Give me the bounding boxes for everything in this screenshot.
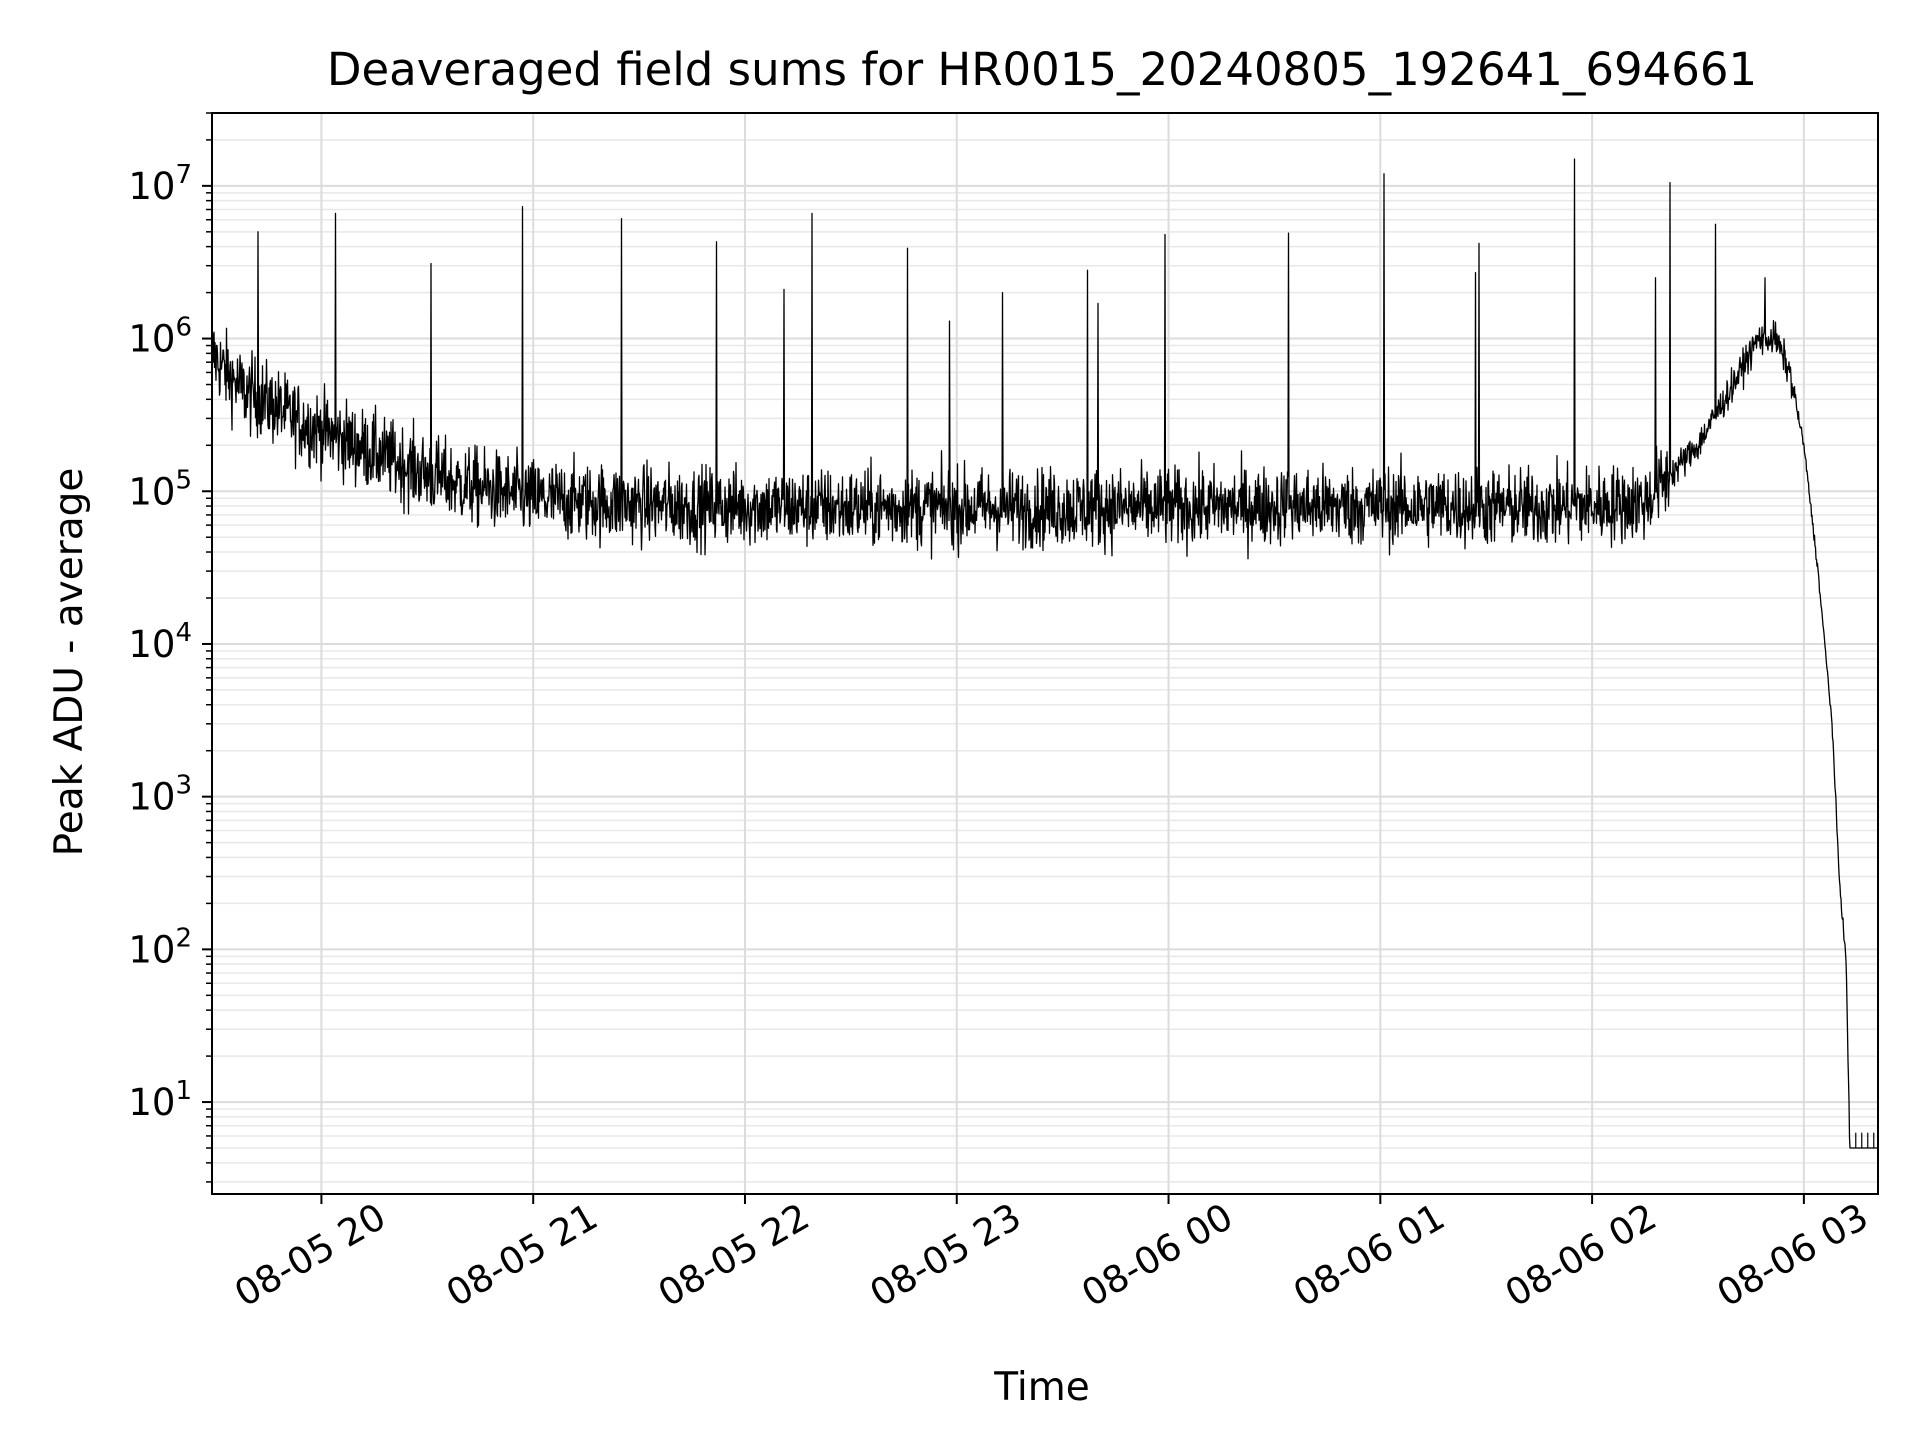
series-line bbox=[211, 158, 1879, 1149]
y-tick-label: 101 bbox=[128, 1076, 192, 1124]
plot-area bbox=[211, 158, 1879, 1149]
y-tick-label: 103 bbox=[128, 771, 192, 819]
y-tick-label: 102 bbox=[128, 923, 192, 971]
y-tick-label: 107 bbox=[128, 160, 192, 208]
y-tick-label: 104 bbox=[128, 618, 192, 666]
grid-lines bbox=[212, 112, 1878, 1194]
y-tick-label: 106 bbox=[128, 313, 192, 361]
y-axis-label: Peak ADU - average bbox=[47, 468, 92, 857]
x-axis-label: Time bbox=[993, 1365, 1089, 1410]
chart-title: Deaveraged field sums for HR0015_2024080… bbox=[327, 43, 1757, 96]
y-tick-label: 105 bbox=[128, 465, 192, 513]
plot-frame bbox=[211, 112, 1879, 1195]
